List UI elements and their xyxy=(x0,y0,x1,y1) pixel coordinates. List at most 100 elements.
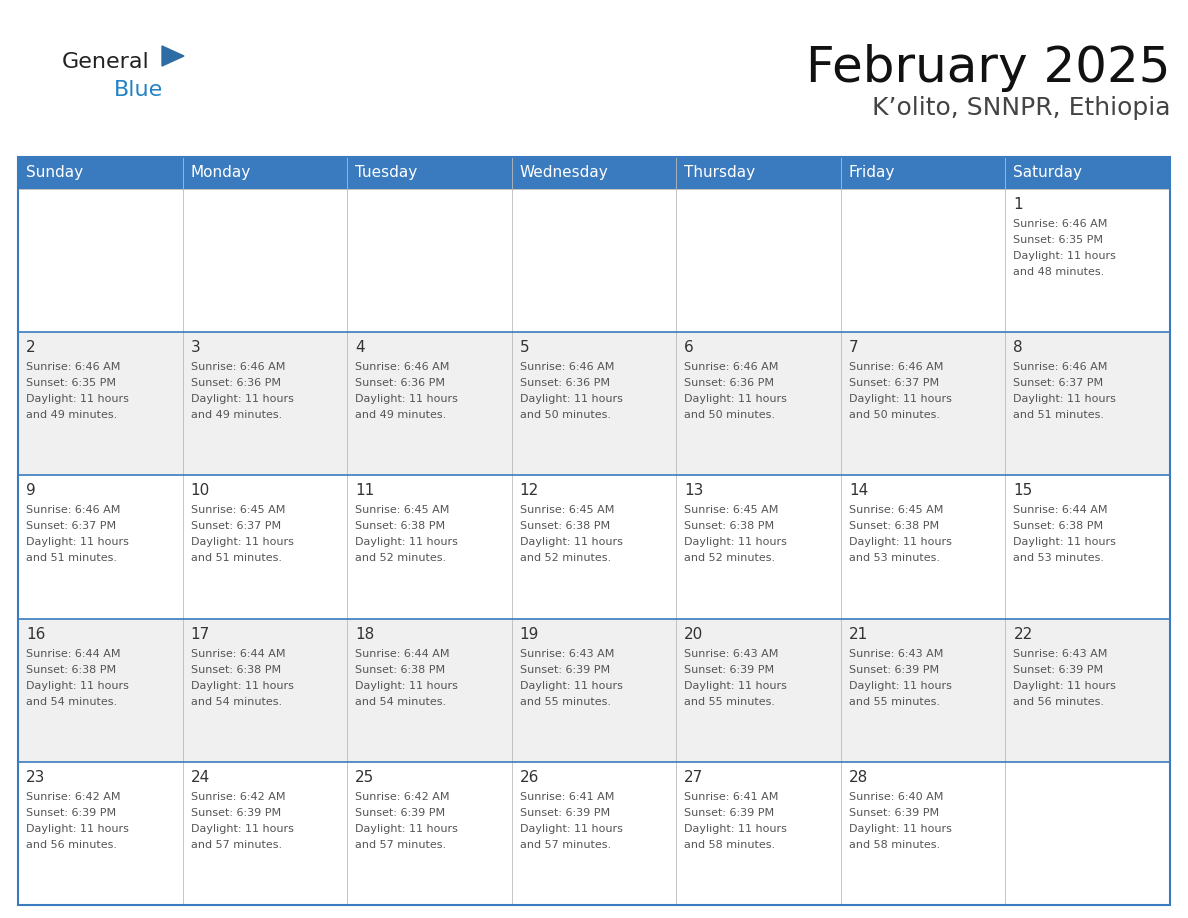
Text: 16: 16 xyxy=(26,627,45,642)
Text: Daylight: 11 hours: Daylight: 11 hours xyxy=(1013,680,1117,690)
Text: 3: 3 xyxy=(190,341,201,355)
Text: and 57 minutes.: and 57 minutes. xyxy=(190,840,282,850)
Text: Daylight: 11 hours: Daylight: 11 hours xyxy=(26,394,128,404)
Text: Sunrise: 6:41 AM: Sunrise: 6:41 AM xyxy=(519,792,614,801)
Text: Sunset: 6:36 PM: Sunset: 6:36 PM xyxy=(190,378,280,388)
Text: 11: 11 xyxy=(355,484,374,498)
Bar xyxy=(18,157,183,189)
Bar xyxy=(841,157,1005,189)
Text: Sunrise: 6:46 AM: Sunrise: 6:46 AM xyxy=(1013,363,1107,372)
Bar xyxy=(1005,762,1170,905)
Bar xyxy=(18,332,183,476)
Text: and 52 minutes.: and 52 minutes. xyxy=(684,554,776,564)
Text: K’olito, SNNPR, Ethiopia: K’olito, SNNPR, Ethiopia xyxy=(872,96,1170,120)
Text: Sunset: 6:38 PM: Sunset: 6:38 PM xyxy=(355,521,446,532)
Text: 23: 23 xyxy=(26,770,45,785)
Text: 24: 24 xyxy=(190,770,210,785)
Text: Sunrise: 6:46 AM: Sunrise: 6:46 AM xyxy=(26,363,120,372)
Bar xyxy=(18,157,1170,905)
Text: Sunrise: 6:45 AM: Sunrise: 6:45 AM xyxy=(355,506,449,515)
Text: 17: 17 xyxy=(190,627,210,642)
Text: Daylight: 11 hours: Daylight: 11 hours xyxy=(355,680,459,690)
Text: Sunrise: 6:46 AM: Sunrise: 6:46 AM xyxy=(849,363,943,372)
Bar xyxy=(676,619,841,762)
Text: 2: 2 xyxy=(26,341,36,355)
Text: 7: 7 xyxy=(849,341,859,355)
Text: Sunrise: 6:45 AM: Sunrise: 6:45 AM xyxy=(519,506,614,515)
Text: Sunrise: 6:45 AM: Sunrise: 6:45 AM xyxy=(190,506,285,515)
Text: and 54 minutes.: and 54 minutes. xyxy=(190,697,282,707)
Text: Daylight: 11 hours: Daylight: 11 hours xyxy=(1013,251,1117,261)
Bar xyxy=(841,476,1005,619)
Text: Daylight: 11 hours: Daylight: 11 hours xyxy=(519,823,623,834)
Text: Sunset: 6:37 PM: Sunset: 6:37 PM xyxy=(849,378,939,388)
Text: and 58 minutes.: and 58 minutes. xyxy=(849,840,940,850)
Text: Daylight: 11 hours: Daylight: 11 hours xyxy=(684,680,788,690)
Text: 27: 27 xyxy=(684,770,703,785)
Text: Sunday: Sunday xyxy=(26,165,83,181)
Bar xyxy=(1005,476,1170,619)
Text: Sunrise: 6:43 AM: Sunrise: 6:43 AM xyxy=(1013,649,1107,658)
Text: and 52 minutes.: and 52 minutes. xyxy=(519,554,611,564)
Text: Saturday: Saturday xyxy=(1013,165,1082,181)
Text: 10: 10 xyxy=(190,484,210,498)
Text: and 55 minutes.: and 55 minutes. xyxy=(519,697,611,707)
Text: 20: 20 xyxy=(684,627,703,642)
Text: Sunset: 6:38 PM: Sunset: 6:38 PM xyxy=(519,521,609,532)
Text: Sunset: 6:38 PM: Sunset: 6:38 PM xyxy=(190,665,280,675)
Text: Sunset: 6:36 PM: Sunset: 6:36 PM xyxy=(519,378,609,388)
Text: and 52 minutes.: and 52 minutes. xyxy=(355,554,447,564)
Text: Sunrise: 6:46 AM: Sunrise: 6:46 AM xyxy=(519,363,614,372)
Text: Sunset: 6:38 PM: Sunset: 6:38 PM xyxy=(1013,521,1104,532)
Text: Wednesday: Wednesday xyxy=(519,165,608,181)
Text: and 56 minutes.: and 56 minutes. xyxy=(26,840,116,850)
Text: and 51 minutes.: and 51 minutes. xyxy=(26,554,116,564)
Text: Daylight: 11 hours: Daylight: 11 hours xyxy=(519,680,623,690)
Bar xyxy=(18,619,183,762)
Text: Daylight: 11 hours: Daylight: 11 hours xyxy=(26,680,128,690)
Text: General: General xyxy=(62,52,150,72)
Bar xyxy=(512,332,676,476)
Text: Sunset: 6:37 PM: Sunset: 6:37 PM xyxy=(190,521,280,532)
Text: and 53 minutes.: and 53 minutes. xyxy=(1013,554,1105,564)
Text: Daylight: 11 hours: Daylight: 11 hours xyxy=(1013,394,1117,404)
Bar xyxy=(512,476,676,619)
Text: and 54 minutes.: and 54 minutes. xyxy=(355,697,447,707)
Text: Monday: Monday xyxy=(190,165,251,181)
Bar xyxy=(1005,189,1170,332)
Text: and 55 minutes.: and 55 minutes. xyxy=(849,697,940,707)
Text: 15: 15 xyxy=(1013,484,1032,498)
Text: Sunrise: 6:42 AM: Sunrise: 6:42 AM xyxy=(190,792,285,801)
Text: 14: 14 xyxy=(849,484,868,498)
Text: Sunset: 6:38 PM: Sunset: 6:38 PM xyxy=(355,665,446,675)
Bar xyxy=(676,476,841,619)
Text: Daylight: 11 hours: Daylight: 11 hours xyxy=(355,823,459,834)
Bar xyxy=(676,762,841,905)
Text: Sunset: 6:38 PM: Sunset: 6:38 PM xyxy=(849,521,939,532)
Text: Sunset: 6:39 PM: Sunset: 6:39 PM xyxy=(519,665,609,675)
Bar xyxy=(18,189,183,332)
Text: Sunset: 6:39 PM: Sunset: 6:39 PM xyxy=(355,808,446,818)
Text: and 50 minutes.: and 50 minutes. xyxy=(519,410,611,420)
Text: Sunset: 6:39 PM: Sunset: 6:39 PM xyxy=(684,808,775,818)
Text: Sunrise: 6:46 AM: Sunrise: 6:46 AM xyxy=(1013,219,1107,229)
Bar xyxy=(183,762,347,905)
Bar xyxy=(18,762,183,905)
Text: Sunrise: 6:45 AM: Sunrise: 6:45 AM xyxy=(684,506,778,515)
Bar xyxy=(676,332,841,476)
Text: Tuesday: Tuesday xyxy=(355,165,417,181)
Text: 28: 28 xyxy=(849,770,868,785)
Text: Blue: Blue xyxy=(114,80,163,100)
Text: 13: 13 xyxy=(684,484,703,498)
Text: Sunrise: 6:43 AM: Sunrise: 6:43 AM xyxy=(684,649,778,658)
Text: Friday: Friday xyxy=(849,165,896,181)
Text: 8: 8 xyxy=(1013,341,1023,355)
Text: Sunset: 6:39 PM: Sunset: 6:39 PM xyxy=(190,808,280,818)
Bar xyxy=(841,332,1005,476)
Text: Daylight: 11 hours: Daylight: 11 hours xyxy=(849,823,952,834)
Text: and 58 minutes.: and 58 minutes. xyxy=(684,840,776,850)
Text: Daylight: 11 hours: Daylight: 11 hours xyxy=(849,394,952,404)
Bar xyxy=(841,189,1005,332)
Bar xyxy=(183,476,347,619)
Text: Sunrise: 6:41 AM: Sunrise: 6:41 AM xyxy=(684,792,778,801)
